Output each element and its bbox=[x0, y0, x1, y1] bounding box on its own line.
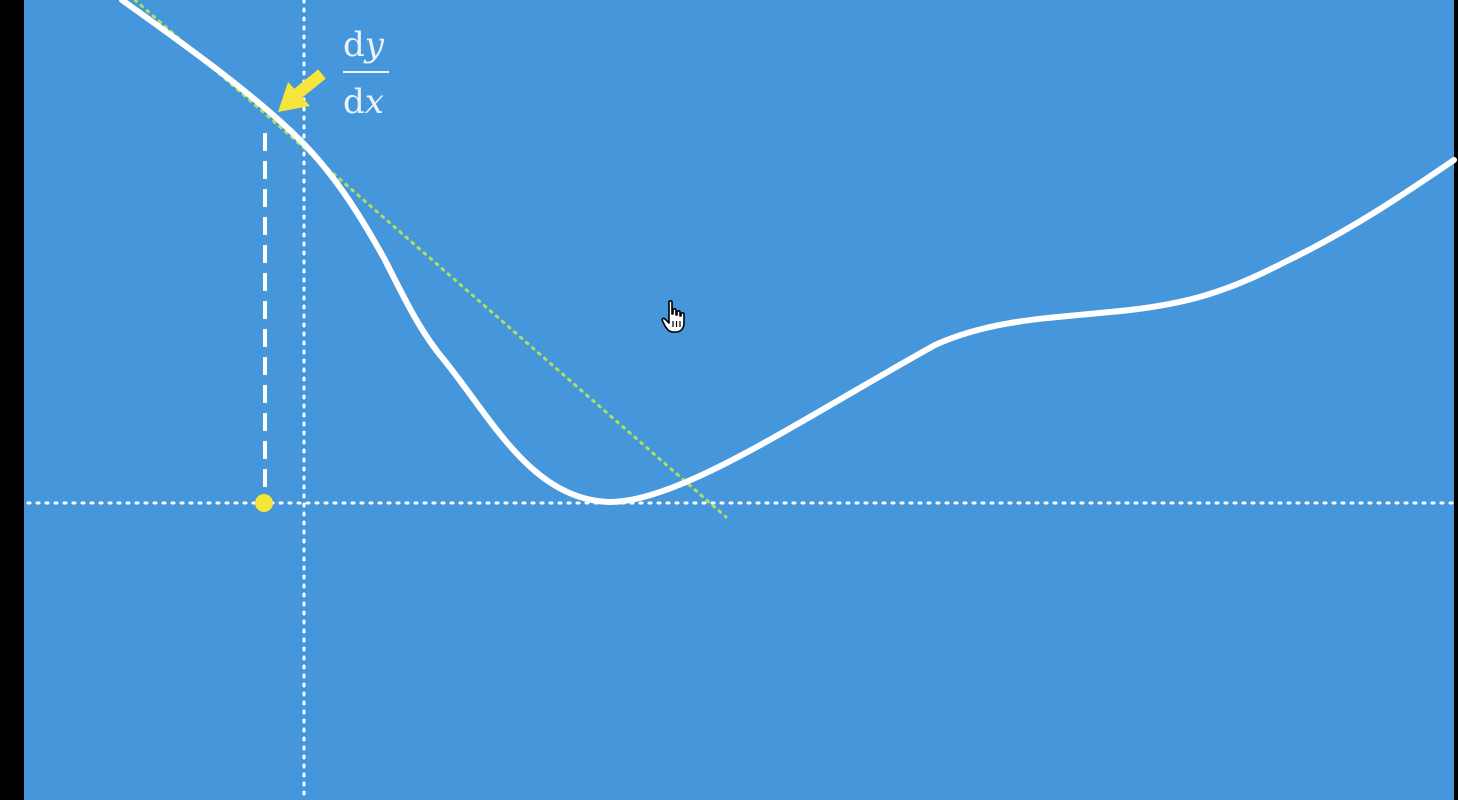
hand-pointer-icon bbox=[661, 300, 685, 333]
left-frame-bar bbox=[0, 0, 24, 800]
arrow-icon bbox=[278, 69, 326, 112]
tangent-line bbox=[133, 0, 728, 519]
right-frame-bar bbox=[1454, 0, 1458, 800]
fraction-denominator: dx bbox=[343, 82, 384, 122]
x-axis-point bbox=[255, 494, 273, 512]
derivative-fraction: dy dx bbox=[343, 25, 389, 122]
canvas-background bbox=[24, 0, 1454, 800]
function-curve bbox=[119, 0, 1457, 505]
fraction-numerator: dy bbox=[343, 25, 385, 65]
